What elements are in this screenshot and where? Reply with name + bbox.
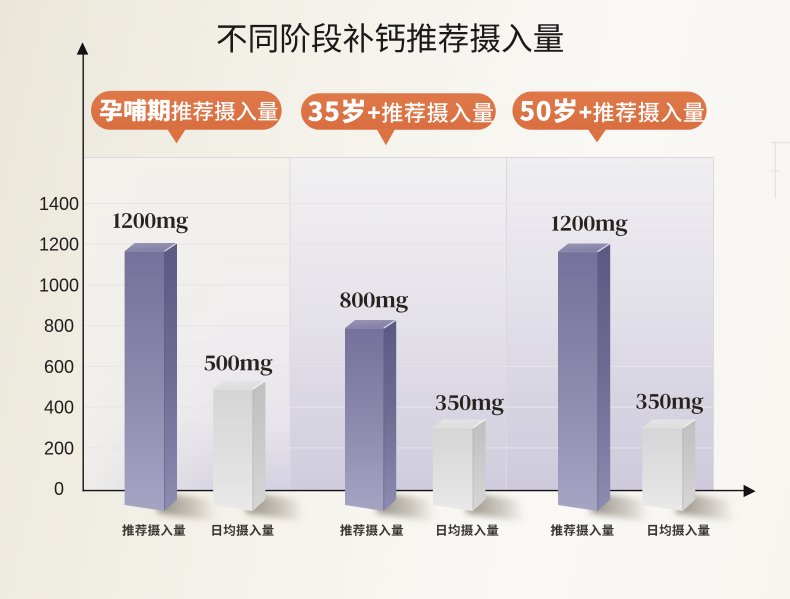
svg-text:1000: 1000: [39, 275, 79, 295]
svg-text:600: 600: [44, 357, 74, 377]
svg-text:1200: 1200: [39, 235, 79, 255]
svg-text:1400: 1400: [39, 194, 79, 214]
svg-text:200: 200: [44, 438, 74, 458]
svg-text:400: 400: [44, 398, 74, 418]
svg-text:800: 800: [44, 316, 74, 336]
svg-text:0: 0: [54, 479, 64, 499]
